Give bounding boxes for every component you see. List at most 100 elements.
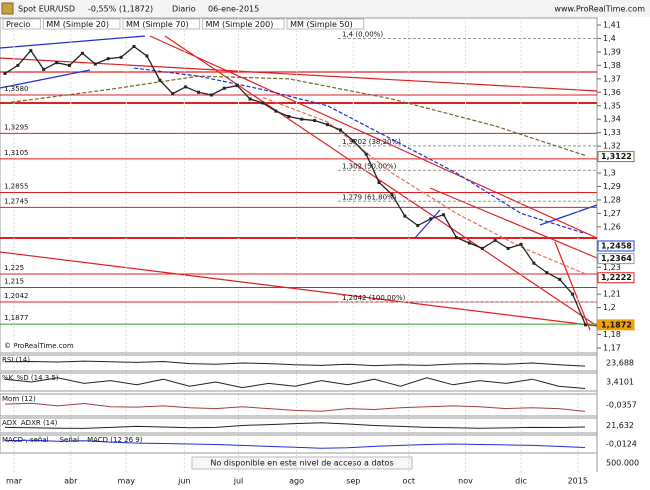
price-line [4, 45, 587, 326]
y-tick-label: 1,18 [603, 330, 621, 339]
price-candle [313, 119, 317, 123]
panel-frame [0, 417, 598, 434]
price-marker-label: 1,1872 [601, 320, 632, 329]
y-tick-label: 1,34 [603, 115, 621, 124]
x-tick-label: dic [515, 477, 527, 486]
date: 06-ene-2015 [208, 5, 259, 14]
trendline [429, 187, 598, 259]
channel-line [414, 209, 441, 239]
legend-entry: Precio [6, 20, 30, 29]
panel-label: %K [2, 374, 14, 382]
price-candle [16, 63, 20, 67]
volume-note: No disponible en este nivel de acceso a … [210, 459, 393, 468]
price-candle [29, 49, 33, 53]
moving-average [262, 97, 586, 275]
price-candle [545, 271, 549, 275]
panel-label: MACD-, señal [2, 436, 49, 444]
price-candle [287, 115, 291, 119]
price-candle [558, 277, 562, 281]
y-tick-label: 1,26 [603, 222, 621, 231]
fib-label: 1,2042 (100,00%) [342, 294, 406, 302]
y-tick-label: 1,27 [603, 209, 621, 218]
legend-box [2, 18, 41, 30]
panel-label: ADXR (14) [21, 419, 58, 427]
price-candle [532, 261, 536, 265]
price-candle [300, 117, 304, 121]
price-marker [597, 151, 635, 163]
price-candle [106, 57, 110, 61]
change: -0,55% (1,1872) [88, 5, 153, 14]
panel-frame [0, 372, 598, 392]
copyright: © ProRealTime.com [4, 342, 74, 350]
trendlines [0, 35, 598, 331]
fib-label: 1,3202 (38,20%) [342, 138, 401, 146]
x-tick-label: sep [346, 477, 360, 486]
x-tick-label: nov [458, 477, 473, 486]
price-candle [467, 241, 471, 245]
price-candle [93, 62, 97, 66]
panel-value: 3,4101 [606, 378, 634, 387]
price-candle [3, 71, 7, 75]
panel-label: Mom (12) [2, 395, 36, 403]
price-candle [351, 139, 355, 143]
fib-label: 1,279 (61,80%) [342, 193, 397, 201]
y-tick-label: 1,2 [603, 303, 616, 312]
price-candle [326, 123, 329, 127]
panel-label: ADX [2, 419, 17, 427]
price-marker [597, 240, 635, 252]
panel-frame [0, 434, 598, 454]
price-candle [506, 246, 510, 250]
price-candle [197, 90, 200, 94]
x-tick-label: ago [289, 477, 304, 486]
level-label: 1,3105 [4, 149, 29, 157]
price-candle [222, 86, 226, 90]
price-marker [597, 253, 635, 265]
y-tick-label: 1,39 [603, 47, 621, 56]
price-candle [248, 97, 252, 101]
legend-entry: MM (Simple 50) [290, 20, 353, 29]
instrument-icon [1, 2, 14, 15]
price-candle [55, 61, 59, 65]
panel-frame [0, 354, 598, 372]
legend-box [122, 18, 201, 30]
legend-box [42, 18, 121, 30]
level-label: 1,3295 [4, 123, 29, 131]
price-candle [171, 92, 175, 96]
price-candle [364, 152, 368, 156]
price-candle [119, 55, 123, 59]
legend-entry: MM (Simple 200) [206, 20, 274, 29]
x-tick-label: oct [403, 477, 415, 486]
price-marker-label: 1,3122 [601, 152, 632, 161]
panel-frame [0, 393, 598, 417]
legend-entry: MM (Simple 70) [126, 20, 189, 29]
fib-label: 1,4 (0,00%) [342, 30, 383, 38]
channel-lines [0, 35, 598, 239]
price-candle [571, 292, 575, 296]
level-label: 1,1877 [4, 314, 29, 322]
indicator-line [4, 360, 586, 367]
price-marker-label: 1,2364 [601, 254, 632, 263]
price-candle [68, 63, 71, 67]
y-tick-label: 1,17 [603, 344, 621, 353]
moving-average [133, 67, 586, 235]
y-tick-label: 1,23 [603, 263, 621, 272]
price-candle [261, 101, 265, 105]
price-candle [274, 109, 278, 113]
moving-average [4, 75, 586, 157]
level-label: 1,225 [4, 264, 24, 272]
price-candle [209, 93, 213, 97]
header-bar [0, 0, 650, 17]
price-candle [455, 236, 458, 240]
legend-box [202, 18, 285, 30]
x-tick-label: may [118, 477, 136, 486]
x-tick-label: 2015 [568, 477, 588, 486]
panel-label: RSI (14) [2, 356, 30, 364]
price-candle [390, 193, 394, 197]
site: www.ProRealTime.com [554, 5, 645, 14]
panel-value: -0,0357 [606, 401, 637, 410]
panel-label: %D (14 3 5) [17, 374, 59, 382]
price-candle [442, 213, 446, 217]
price-candle [429, 217, 433, 221]
channel-line [539, 204, 598, 226]
period: Diario [172, 5, 196, 14]
